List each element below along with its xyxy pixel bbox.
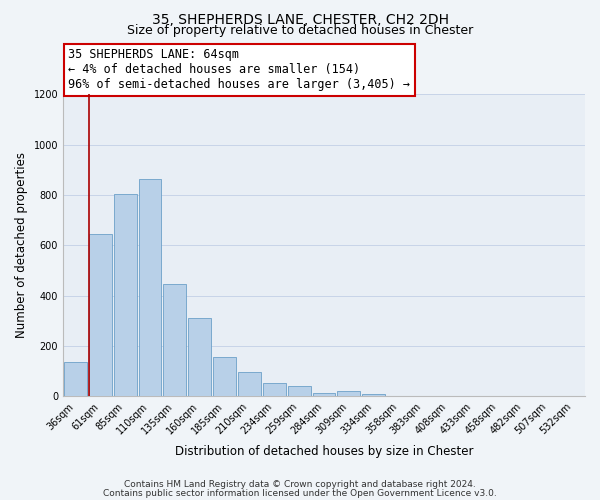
Text: 35, SHEPHERDS LANE, CHESTER, CH2 2DH: 35, SHEPHERDS LANE, CHESTER, CH2 2DH xyxy=(151,12,449,26)
Text: 35 SHEPHERDS LANE: 64sqm
← 4% of detached houses are smaller (154)
96% of semi-d: 35 SHEPHERDS LANE: 64sqm ← 4% of detache… xyxy=(68,48,410,92)
Text: Size of property relative to detached houses in Chester: Size of property relative to detached ho… xyxy=(127,24,473,37)
Bar xyxy=(263,383,286,396)
Bar xyxy=(213,356,236,397)
Text: Contains public sector information licensed under the Open Government Licence v3: Contains public sector information licen… xyxy=(103,489,497,498)
Bar xyxy=(238,372,261,396)
Bar xyxy=(288,386,311,396)
X-axis label: Distribution of detached houses by size in Chester: Distribution of detached houses by size … xyxy=(175,444,473,458)
Bar xyxy=(139,180,161,396)
Text: Contains HM Land Registry data © Crown copyright and database right 2024.: Contains HM Land Registry data © Crown c… xyxy=(124,480,476,489)
Bar xyxy=(163,284,187,397)
Y-axis label: Number of detached properties: Number of detached properties xyxy=(15,152,28,338)
Bar xyxy=(337,391,361,396)
Bar xyxy=(114,194,137,396)
Bar xyxy=(188,318,211,396)
Bar xyxy=(89,234,112,396)
Bar xyxy=(64,362,87,396)
Bar xyxy=(313,392,335,396)
Bar xyxy=(362,394,385,396)
